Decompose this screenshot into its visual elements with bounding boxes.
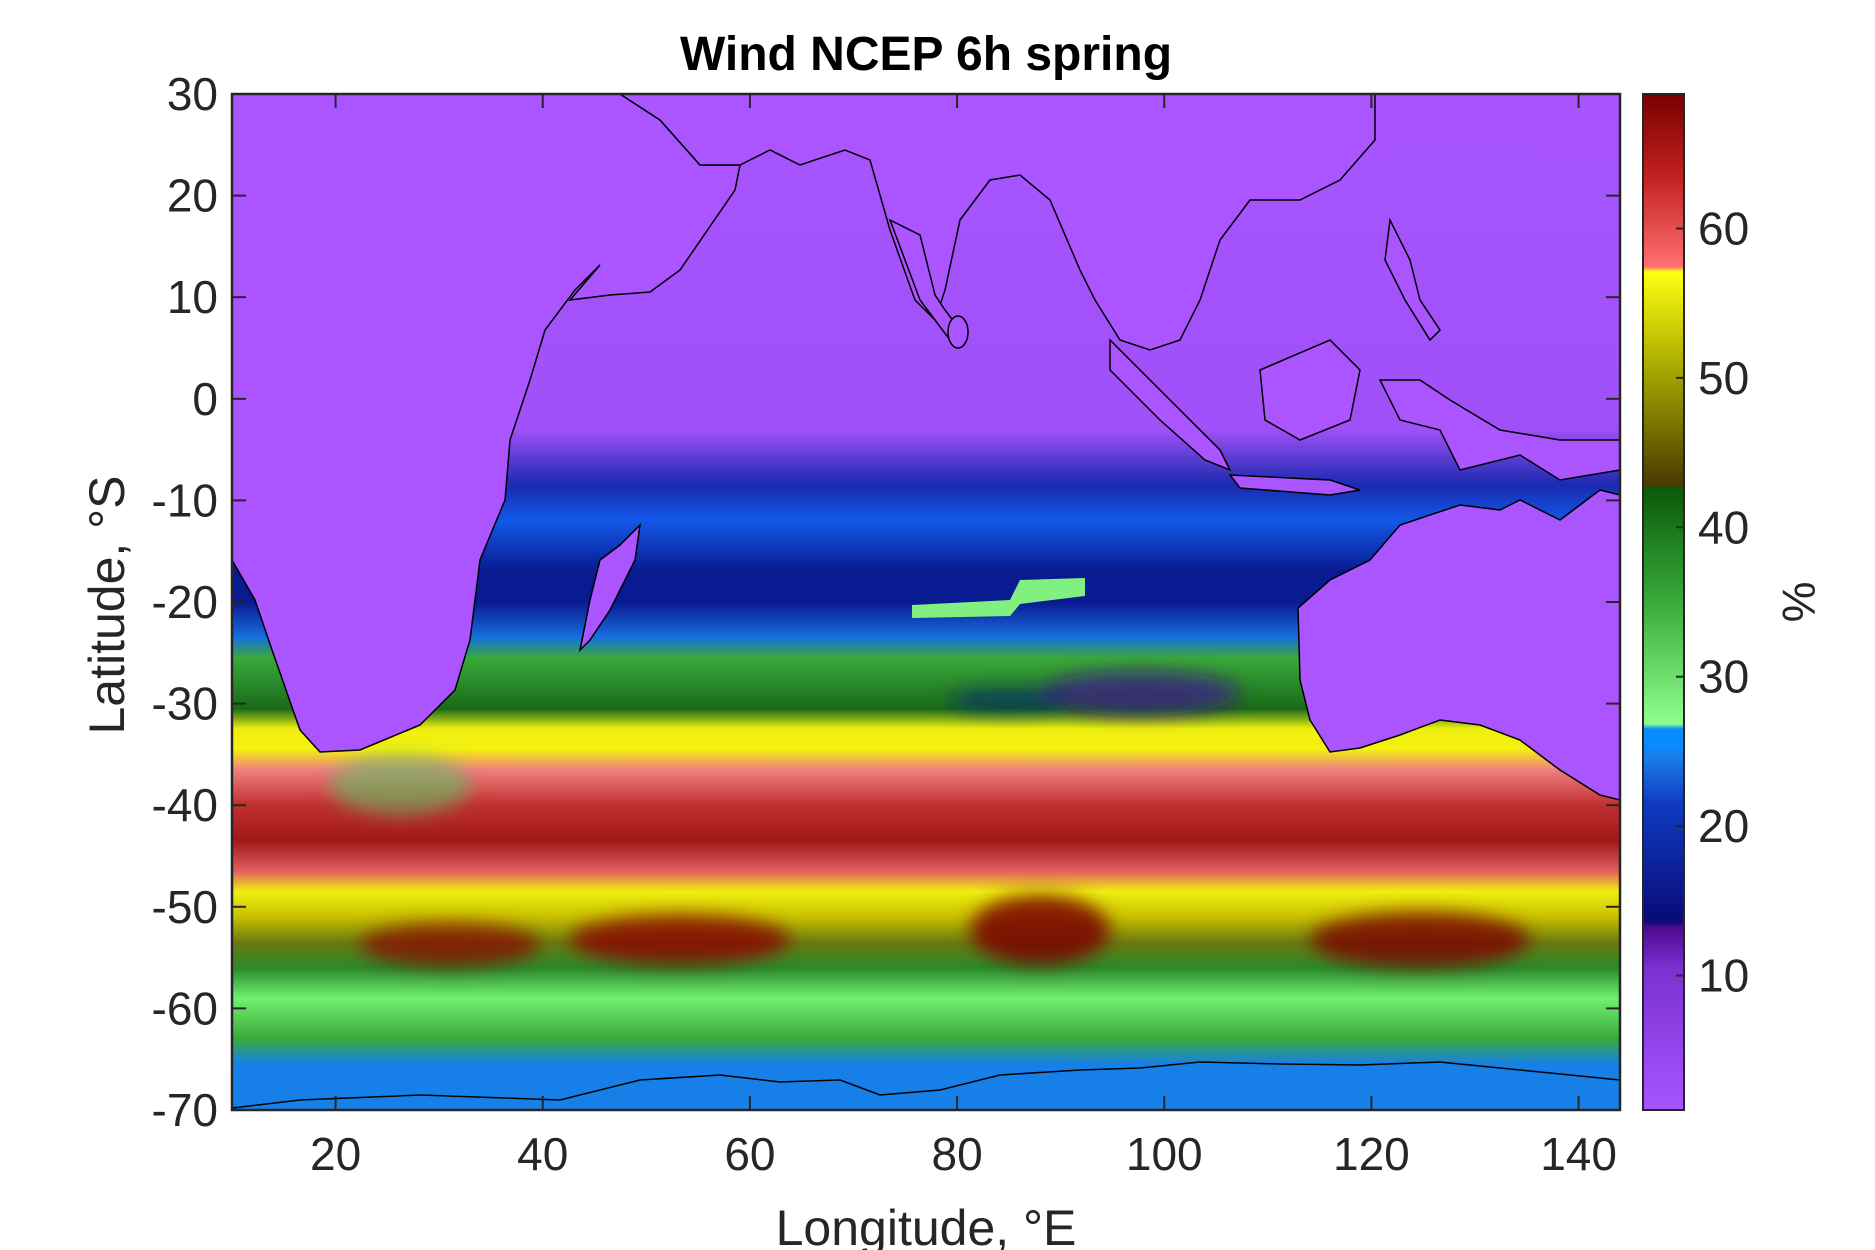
x-tick-label: 60 xyxy=(724,1128,775,1180)
colorbar-tick-label: 30 xyxy=(1698,651,1749,703)
plot-area xyxy=(232,94,1620,1110)
colorbar-tick-label: 50 xyxy=(1698,352,1749,404)
land-asia xyxy=(618,94,1376,351)
colorbar-tick-label: 40 xyxy=(1698,501,1749,553)
y-tick-label: -30 xyxy=(152,678,218,730)
colorbar-tick-label: 60 xyxy=(1698,202,1749,254)
land-africa xyxy=(232,94,741,753)
colorbar-tick-label: 10 xyxy=(1698,950,1749,1002)
x-axis: 20 40 60 80 100 120 140 xyxy=(310,94,1617,1180)
band-features xyxy=(330,671,1530,968)
land-antarctica-coast xyxy=(232,1061,1620,1109)
land-madagascar xyxy=(578,522,642,653)
x-axis-label: Longitude, °E xyxy=(776,1200,1077,1250)
y-tick-label: 10 xyxy=(167,271,218,323)
land-australia xyxy=(1297,489,1620,801)
x-tick-label: 120 xyxy=(1333,1128,1410,1180)
colorbar-axis: 10 20 30 40 50 60 xyxy=(1676,202,1749,1002)
colorbar-tick-label: 20 xyxy=(1698,800,1749,852)
y-tick-label: 20 xyxy=(167,170,218,222)
y-tick-label: -70 xyxy=(152,1084,218,1136)
x-tick-label: 100 xyxy=(1126,1128,1203,1180)
y-tick-label: -60 xyxy=(152,982,218,1034)
land-java xyxy=(1228,474,1361,496)
x-tick-label: 80 xyxy=(931,1128,982,1180)
y-tick-label: -20 xyxy=(152,576,218,628)
land-philippines xyxy=(1384,217,1441,342)
y-tick-label: -40 xyxy=(152,779,218,831)
high-wind-patch xyxy=(912,578,1085,618)
chart-title: Wind NCEP 6h spring xyxy=(680,28,1172,81)
y-tick-label: -10 xyxy=(152,474,218,526)
y-tick-label: -50 xyxy=(152,881,218,933)
colorbar xyxy=(1642,93,1685,1111)
y-tick-label: 0 xyxy=(192,373,218,425)
x-tick-label: 20 xyxy=(310,1128,361,1180)
land-sri-lanka xyxy=(947,315,969,349)
x-tick-label: 140 xyxy=(1540,1128,1617,1180)
y-tick-label: 30 xyxy=(167,68,218,120)
land-sumatra xyxy=(1109,338,1232,472)
y-axis: 30 20 10 0 -10 -20 -30 -40 -50 -60 -70 xyxy=(152,68,1620,1136)
colorbar-label: % xyxy=(1773,582,1825,623)
y-axis-label: Latitude, °S xyxy=(79,475,135,734)
land-borneo xyxy=(1259,339,1361,441)
land-sulawesi-newguinea xyxy=(1378,379,1620,481)
x-tick-label: 40 xyxy=(517,1128,568,1180)
